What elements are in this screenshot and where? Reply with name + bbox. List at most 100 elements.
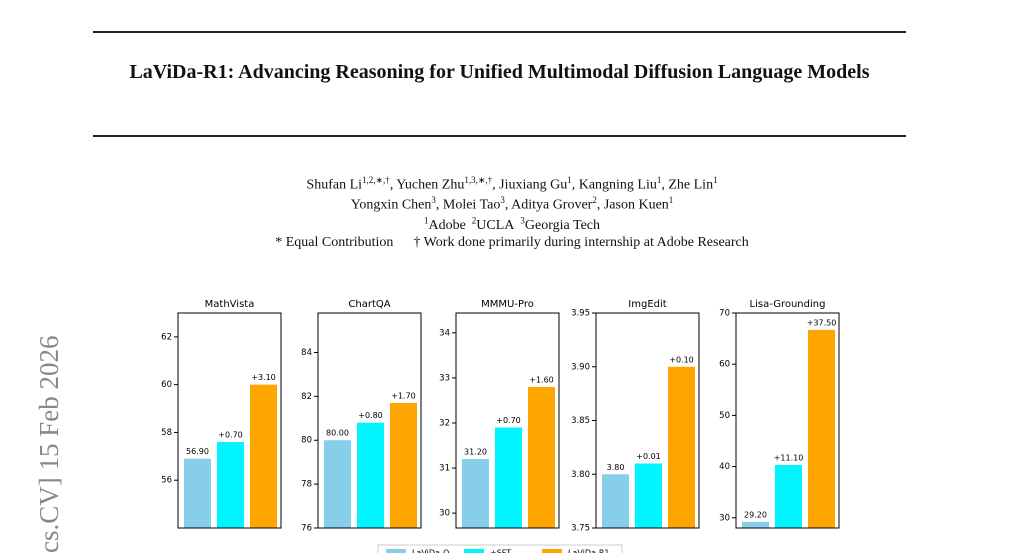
axes-frame (595, 312, 700, 529)
bar-label: 56.90 (186, 447, 209, 456)
affiliation-sup: 1 (423, 215, 429, 225)
bar-label: 80.00 (326, 429, 349, 438)
axes-frame (317, 312, 422, 529)
y-tick-label: 31 (439, 464, 450, 474)
y-tick-label: 78 (301, 480, 312, 490)
bar (495, 427, 522, 528)
note: † Work done primarily during internship … (413, 235, 749, 250)
y-tick-label: 50 (719, 411, 730, 421)
bar (602, 474, 629, 528)
author-sup: 1,3,∗,† (464, 175, 493, 185)
y-tick-label: 33 (439, 373, 450, 383)
y-tick-label: 70 (719, 309, 730, 319)
bar (390, 402, 417, 528)
author-sup: 1 (656, 175, 662, 185)
author-name: , Zhe Lin (661, 177, 714, 193)
author-name: , Jason Kuen (596, 197, 669, 213)
y-tick-label: 3.90 (571, 362, 590, 372)
arxiv-stamp: cs.CV] 15 Feb 2026 (34, 336, 64, 553)
author-line: Yongxin Chen3, Molei Tao3, Aditya Grover… (0, 195, 1024, 214)
bar (742, 521, 769, 528)
author-sup: 1,2,∗,† (362, 175, 390, 185)
axes-frame (455, 312, 560, 529)
bar-label: +0.80 (358, 411, 383, 420)
y-tick-label: 58 (161, 428, 172, 438)
bar (635, 463, 662, 528)
y-tick-label: 82 (301, 392, 312, 402)
bar-label: 31.20 (464, 448, 487, 457)
bar-label: +0.70 (496, 416, 521, 425)
y-tick-label: 3.80 (571, 470, 590, 480)
bar (357, 422, 384, 528)
legend-swatch (542, 549, 562, 553)
author-sup: 3 (500, 195, 505, 205)
affiliations: 1Adobe 2UCLA 3Georgia Tech (0, 215, 1024, 234)
chart-title: ChartQA (348, 299, 390, 310)
bar-label: 3.80 (607, 463, 625, 472)
y-tick-label: 56 (161, 476, 172, 486)
legend-swatch (386, 549, 406, 553)
affiliation-sup: 2 (471, 215, 477, 225)
paper-title: LaViDa-R1: Advancing Reasoning for Unifi… (129, 61, 870, 83)
y-tick-label: 60 (161, 380, 172, 390)
y-tick-label: 32 (439, 418, 450, 428)
y-tick-label: 34 (439, 328, 450, 338)
bar-label: +0.01 (636, 452, 661, 461)
legend-label: LaViDa-R1 (568, 549, 609, 553)
author-name: Yongxin Chen (350, 197, 432, 213)
chart-title: Lisa-Grounding (750, 299, 826, 310)
y-tick-label: 30 (719, 513, 730, 523)
chart-title: MathVista (205, 299, 255, 310)
y-tick-label: 3.75 (571, 524, 590, 534)
notes: * Equal Contribution † Work done primaril… (0, 235, 1024, 251)
bar (324, 440, 351, 528)
bar-label: +0.10 (669, 355, 694, 364)
author-line: Shufan Li1,2,∗,†, Yuchen Zhu1,3,∗,†, Jiu… (0, 175, 1024, 194)
affiliation-name: UCLA (476, 217, 515, 233)
author-sup: 3 (431, 195, 436, 205)
axes-frame (177, 312, 282, 529)
y-tick-label: 3.85 (571, 416, 590, 426)
legend-label: +SFT (490, 549, 511, 553)
top-rule (93, 31, 906, 33)
bar-label: +1.70 (391, 391, 416, 400)
bar-label: +1.60 (529, 375, 554, 384)
y-tick-label: 60 (719, 360, 730, 370)
bar-label: +11.10 (774, 454, 804, 463)
affiliation-name: Adobe (428, 217, 466, 233)
y-tick-label: 62 (161, 332, 172, 342)
y-tick-label: 76 (301, 524, 312, 534)
y-tick-label: 80 (301, 436, 312, 446)
author-name: , Aditya Grover (504, 197, 593, 213)
author-sup: 1 (567, 175, 572, 185)
affiliation: 3Georgia Tech (520, 215, 600, 233)
author-sup: 1 (713, 175, 718, 185)
y-tick-label: 3.95 (571, 309, 590, 319)
legend-swatch (464, 549, 484, 553)
legend-box (377, 544, 623, 553)
bar-label: +3.10 (251, 373, 276, 382)
bar (217, 442, 244, 528)
bar (528, 386, 555, 528)
bar (250, 384, 277, 528)
bar (462, 459, 489, 528)
bottom-rule (93, 135, 906, 137)
y-tick-label: 30 (439, 509, 450, 519)
author-sup: 2 (592, 195, 597, 205)
y-tick-label: 40 (719, 462, 730, 472)
author-name: , Kangning Liu (571, 177, 657, 193)
bar-label: +0.70 (218, 431, 243, 440)
author-name: , Jiuxiang Gu (492, 177, 568, 193)
bar (808, 329, 835, 528)
note: * Equal Contribution (275, 235, 394, 250)
bar (775, 465, 802, 528)
affiliation: 2UCLA (471, 215, 515, 233)
affiliation-sup: 3 (520, 215, 525, 225)
bar (184, 458, 211, 528)
bar (668, 366, 695, 528)
chart-title: ImgEdit (628, 299, 666, 310)
affiliation: 1Adobe (423, 215, 466, 233)
author-name: Shufan Li (306, 177, 363, 193)
